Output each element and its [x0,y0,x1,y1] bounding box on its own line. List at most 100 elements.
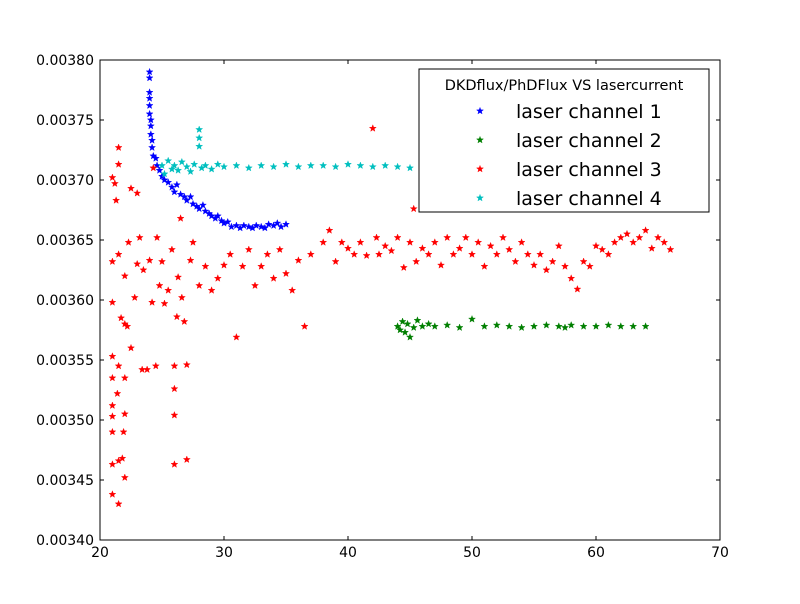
data-point [396,325,405,334]
data-point [480,322,489,330]
data-point [108,352,117,360]
data-point [145,109,154,118]
data-point [455,323,464,331]
data-point [424,319,433,328]
data-point [573,285,582,293]
data-point [294,256,303,264]
data-point [151,154,160,162]
data-point [623,229,631,238]
data-point [110,179,119,187]
data-point [124,238,133,246]
data-point [393,162,402,171]
legend-title: DKDflux/PhDFlux VS lasercurrent [445,78,684,94]
data-point [133,189,142,197]
y-tick-label: 0.00360 [36,293,94,309]
data-point [123,322,132,330]
data-point [186,167,195,175]
data-point [616,233,625,241]
data-point [113,389,122,397]
data-point [505,322,514,330]
data-point [517,323,526,331]
series-channel-2 [393,315,650,341]
data-point [418,244,427,252]
data-point [155,281,164,289]
data-point [172,312,181,321]
data-point [189,238,197,246]
data-point [635,233,644,241]
data-point [170,161,179,169]
data-point [257,262,266,270]
data-point [180,317,189,325]
data-point [474,238,483,246]
x-tick-label: 40 [339,545,357,561]
data-point [201,262,210,270]
data-point [158,161,166,169]
legend-label: laser channel 3 [516,159,662,181]
data-point [480,262,489,270]
data-point [486,241,495,250]
data-point [406,163,414,172]
x-tick-label: 50 [463,545,481,561]
data-point [530,322,538,330]
data-point [399,263,408,271]
data-point [660,238,669,246]
data-point [492,321,501,329]
data-point [114,250,123,258]
y-tick-label: 0.00345 [36,473,94,489]
data-point [195,142,204,150]
data-point [117,313,126,322]
data-point [155,166,164,174]
data-point [108,412,117,420]
data-point [149,163,158,172]
data-point [148,143,157,151]
data-point [542,265,551,274]
data-point [232,333,241,341]
data-point [257,222,266,231]
data-point [239,221,248,229]
data-point [604,321,613,329]
data-point [207,165,216,173]
data-point [398,317,407,325]
legend-label: laser channel 1 [516,101,662,123]
data-point [282,220,290,228]
data-point [592,322,600,330]
data-point [403,319,412,328]
legend-marker [476,106,484,115]
data-point [189,199,197,208]
data-point [223,217,232,226]
data-point [220,261,228,269]
data-point [468,250,476,258]
data-point [269,162,278,171]
data-point [567,321,576,329]
data-point [585,262,594,270]
data-point [232,161,241,169]
legend-label: laser channel 2 [516,130,662,152]
data-point [139,265,148,274]
legend-box [418,68,710,213]
data-point [406,333,414,341]
y-tick-label: 0.00355 [36,353,94,369]
data-point [561,323,569,331]
data-point [108,298,117,306]
data-point [641,322,650,330]
data-point [238,262,247,270]
data-point [160,299,169,307]
data-point [629,238,638,246]
data-point [160,169,169,178]
data-point [145,256,154,264]
data-point [282,160,290,168]
data-point [182,162,191,171]
data-point [654,233,662,241]
legend: DKDflux/PhDFlux VS lasercurrent laser ch… [418,68,710,213]
data-point [277,222,286,231]
data-point [198,201,207,209]
data-point [226,250,235,258]
data-point [160,175,169,184]
data-point [430,322,439,330]
data-point [381,161,390,169]
data-point [424,250,433,258]
legend-label: laser channel 4 [516,188,662,210]
data-point [263,250,272,258]
data-point [412,257,421,265]
data-point [406,238,414,246]
